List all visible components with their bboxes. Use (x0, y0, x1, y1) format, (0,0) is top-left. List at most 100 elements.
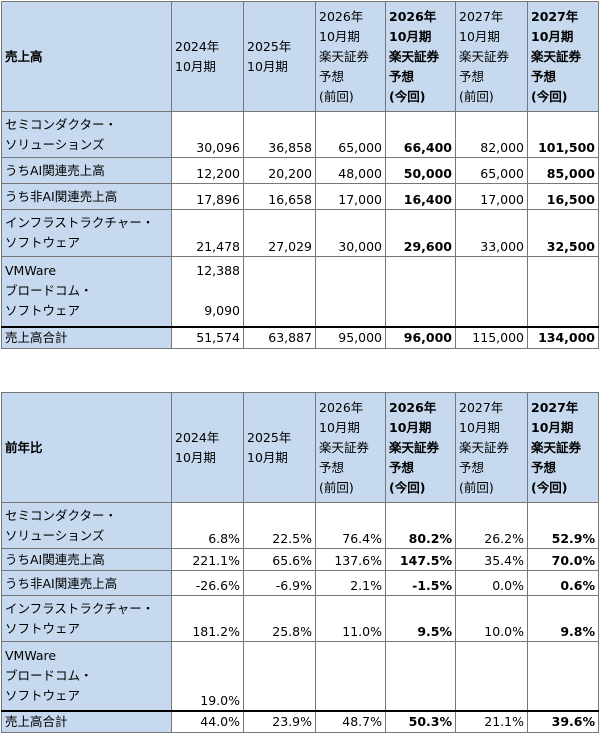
cell: 0.0% (455, 570, 528, 596)
header-text: (前回) (459, 479, 494, 495)
header-text: 10月期 (319, 419, 360, 435)
cell: 21,478 (171, 209, 244, 257)
cell: 30,000 (315, 209, 386, 257)
table-row-semiconductor: セミコンダクター・ ソリューションズ 30,096 36,858 65,000 … (1, 111, 599, 158)
cell: 17,896 (171, 183, 244, 210)
header-row: 売上高 2024年 10月期 2025年 10月期 2026年 10月期 楽天証… (1, 1, 599, 112)
table-row-vmware: VMWare ブロードコム・ ソフトウェア 12,388 9,090 (1, 256, 599, 327)
cell (385, 256, 456, 327)
row-label-text: ソリューションズ (5, 527, 105, 543)
header-text: 予想 (531, 68, 557, 84)
table-row-infrastructure: インフラストラクチャー・ ソフトウェア 21,478 27,029 30,000… (1, 209, 599, 257)
cell: 80.2% (385, 502, 456, 549)
cell: 96,000 (385, 325, 456, 349)
cell: 181.2% (171, 595, 244, 642)
yoy-table: 前年比 2024年 10月期 2025年 10月期 2026年 10月期 楽天証… (1, 392, 599, 733)
cell: 29,600 (385, 209, 456, 257)
sales-table: 売上高 2024年 10月期 2025年 10月期 2026年 10月期 楽天証… (1, 1, 599, 349)
row-label: うち非AI関連売上高 (1, 183, 172, 210)
cell: 76.4% (315, 502, 386, 549)
cell (315, 256, 386, 327)
cell: 65,000 (455, 157, 528, 184)
header-text: 2026年 (389, 8, 437, 24)
row-label-text: ソフトウェア (5, 620, 81, 636)
cell: 52.9% (527, 502, 599, 549)
row-label-text: インフラストラクチャー・ (5, 215, 155, 230)
header-text: 10月期 (459, 28, 500, 44)
row-label: インフラストラクチャー・ ソフトウェア (1, 209, 172, 257)
table-title: 売上高 (1, 1, 172, 112)
cell: 16,658 (243, 183, 316, 210)
header-fy2026-current: 2026年 10月期 楽天証券 予想 (今回) (385, 1, 456, 112)
header-text: 楽天証券 (389, 48, 440, 64)
header-text: 2027年 (531, 399, 579, 415)
row-label: 売上高合計 (1, 709, 172, 733)
cell: 23.9% (243, 709, 316, 733)
header-text: 10月期 (247, 449, 288, 465)
header-fy2024: 2024年 10月期 (171, 1, 244, 112)
cell: 2.1% (315, 570, 386, 596)
row-label-text: セミコンダクター・ (5, 116, 118, 132)
cell: 221.1% (171, 548, 244, 571)
header-text: 10月期 (247, 58, 288, 74)
cell: 82,000 (455, 111, 528, 158)
header-fy2026-previous: 2026年 10月期 楽天証券 予想 (前回) (315, 392, 386, 503)
header-text: 楽天証券 (459, 48, 510, 64)
cell: 6.8% (171, 502, 244, 549)
header-text: 10月期 (389, 419, 432, 435)
header-text: 10月期 (531, 28, 574, 44)
row-label-text: インフラストラクチャー・ (5, 600, 155, 616)
header-text: 予想 (459, 459, 485, 475)
row-label-text: ソフトウェア (5, 235, 81, 250)
header-text: 10月期 (531, 419, 574, 435)
header-text: (前回) (319, 88, 354, 104)
header-text: 2024年 (175, 429, 220, 445)
cell: 137.6% (315, 548, 386, 571)
header-text: (今回) (531, 88, 568, 104)
header-text: 2025年 (247, 429, 292, 445)
cell: 48.7% (315, 709, 386, 733)
cell: 25.8% (243, 595, 316, 642)
row-label: うちAI関連売上高 (1, 548, 172, 571)
cell: 44.0% (171, 709, 244, 733)
row-label: VMWare ブロードコム・ ソフトウェア (1, 641, 172, 711)
table-row-infrastructure: インフラストラクチャー・ ソフトウェア 181.2% 25.8% 11.0% 9… (1, 595, 599, 642)
cell: 10.0% (455, 595, 528, 642)
header-text: 2026年 (319, 8, 364, 24)
header-text: 予想 (319, 68, 345, 84)
cell (385, 641, 456, 711)
header-text: 楽天証券 (319, 48, 370, 64)
header-text: 楽天証券 (531, 439, 582, 455)
cell: 95,000 (315, 325, 386, 349)
cell: 17,000 (455, 183, 528, 210)
row-label: VMWare ブロードコム・ ソフトウェア (1, 256, 172, 327)
cell: 66,400 (385, 111, 456, 158)
cell: 70.0% (527, 548, 599, 571)
header-text: 2027年 (531, 8, 579, 24)
header-text: 2027年 (459, 399, 504, 415)
header-text: 予想 (389, 459, 415, 475)
header-text: 楽天証券 (319, 439, 370, 455)
cell: -1.5% (385, 570, 456, 596)
cell: 51,574 (171, 325, 244, 349)
cell: 50,000 (385, 157, 456, 184)
cell: 27,029 (243, 209, 316, 257)
cell: 147.5% (385, 548, 456, 571)
table-row-ai: うちAI関連売上高 12,200 20,200 48,000 50,000 65… (1, 157, 599, 184)
header-text: (今回) (389, 479, 426, 495)
cell: 65,000 (315, 111, 386, 158)
cell: 35.4% (455, 548, 528, 571)
cell: -6.9% (243, 570, 316, 596)
cell: 9.5% (385, 595, 456, 642)
row-label-text: VMWare (5, 263, 57, 279)
row-label: うち非AI関連売上高 (1, 570, 172, 596)
header-text: (今回) (389, 88, 426, 104)
header-text: 2025年 (247, 38, 292, 54)
header-text: 予想 (531, 459, 557, 475)
cell: 9.8% (527, 595, 599, 642)
cell: 19.0% (171, 641, 244, 711)
header-text: 予想 (389, 68, 415, 84)
header-text: 予想 (459, 68, 485, 84)
row-label: セミコンダクター・ ソリューションズ (1, 111, 172, 158)
cell (243, 256, 316, 327)
